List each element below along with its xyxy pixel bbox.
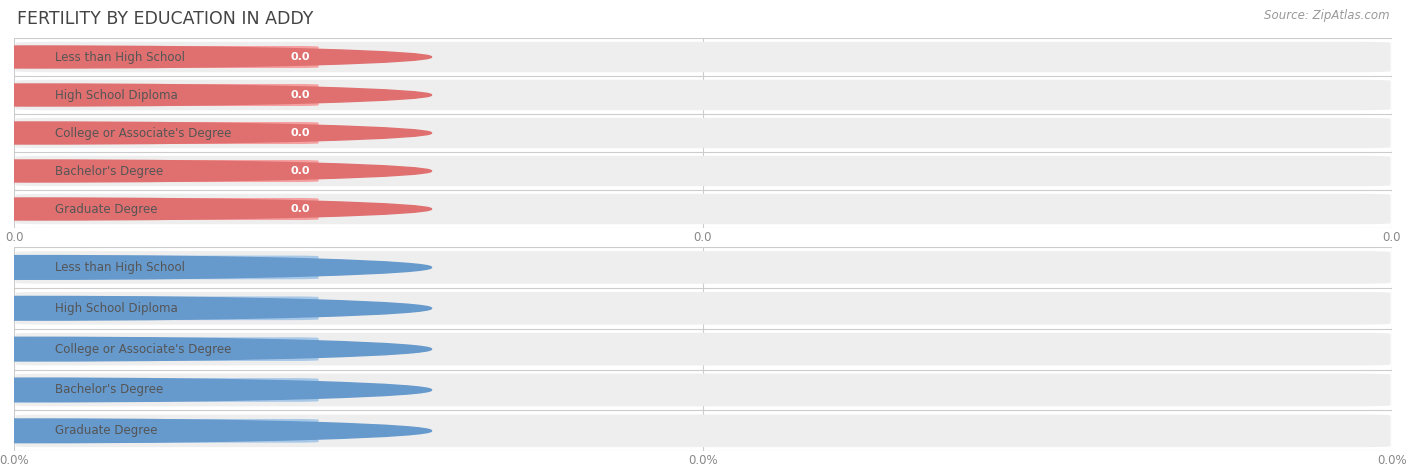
Text: Bachelor's Degree: Bachelor's Degree bbox=[55, 164, 163, 178]
Text: College or Associate's Degree: College or Associate's Degree bbox=[55, 342, 232, 356]
FancyBboxPatch shape bbox=[15, 194, 1391, 224]
Text: FERTILITY BY EDUCATION IN ADDY: FERTILITY BY EDUCATION IN ADDY bbox=[17, 10, 314, 28]
Circle shape bbox=[0, 198, 432, 220]
Text: 0.0: 0.0 bbox=[291, 90, 311, 100]
Text: Less than High School: Less than High School bbox=[55, 50, 186, 64]
Circle shape bbox=[0, 122, 432, 144]
FancyBboxPatch shape bbox=[15, 156, 1391, 186]
FancyBboxPatch shape bbox=[15, 80, 1391, 110]
Text: Less than High School: Less than High School bbox=[55, 261, 186, 274]
Circle shape bbox=[0, 378, 432, 402]
FancyBboxPatch shape bbox=[15, 160, 319, 182]
Text: Bachelor's Degree: Bachelor's Degree bbox=[55, 383, 163, 397]
FancyBboxPatch shape bbox=[15, 296, 319, 320]
FancyBboxPatch shape bbox=[15, 333, 1391, 365]
FancyBboxPatch shape bbox=[15, 256, 319, 279]
Circle shape bbox=[0, 337, 432, 361]
Text: 0.0%: 0.0% bbox=[280, 426, 311, 436]
FancyBboxPatch shape bbox=[15, 198, 319, 220]
FancyBboxPatch shape bbox=[15, 251, 1391, 284]
Text: High School Diploma: High School Diploma bbox=[55, 88, 179, 102]
Circle shape bbox=[0, 419, 432, 443]
Text: 0.0%: 0.0% bbox=[280, 385, 311, 395]
Circle shape bbox=[0, 84, 432, 106]
FancyBboxPatch shape bbox=[15, 46, 319, 68]
Text: 0.0: 0.0 bbox=[291, 166, 311, 176]
FancyBboxPatch shape bbox=[15, 378, 319, 402]
Text: 0.0: 0.0 bbox=[291, 52, 311, 62]
Circle shape bbox=[0, 296, 432, 320]
Text: High School Diploma: High School Diploma bbox=[55, 302, 179, 315]
Circle shape bbox=[0, 160, 432, 182]
FancyBboxPatch shape bbox=[15, 419, 319, 443]
FancyBboxPatch shape bbox=[15, 118, 1391, 148]
FancyBboxPatch shape bbox=[15, 292, 1391, 324]
Text: Graduate Degree: Graduate Degree bbox=[55, 202, 157, 216]
Circle shape bbox=[0, 256, 432, 279]
FancyBboxPatch shape bbox=[15, 415, 1391, 447]
Text: 0.0: 0.0 bbox=[291, 204, 311, 214]
Text: 0.0%: 0.0% bbox=[280, 262, 311, 273]
Text: 0.0%: 0.0% bbox=[280, 303, 311, 314]
FancyBboxPatch shape bbox=[15, 42, 1391, 72]
FancyBboxPatch shape bbox=[15, 374, 1391, 406]
FancyBboxPatch shape bbox=[15, 337, 319, 361]
Circle shape bbox=[0, 46, 432, 68]
Text: 0.0%: 0.0% bbox=[280, 344, 311, 354]
Text: College or Associate's Degree: College or Associate's Degree bbox=[55, 126, 232, 140]
Text: Source: ZipAtlas.com: Source: ZipAtlas.com bbox=[1264, 10, 1389, 22]
FancyBboxPatch shape bbox=[15, 122, 319, 144]
FancyBboxPatch shape bbox=[15, 84, 319, 106]
Text: 0.0: 0.0 bbox=[291, 128, 311, 138]
Text: Graduate Degree: Graduate Degree bbox=[55, 424, 157, 437]
